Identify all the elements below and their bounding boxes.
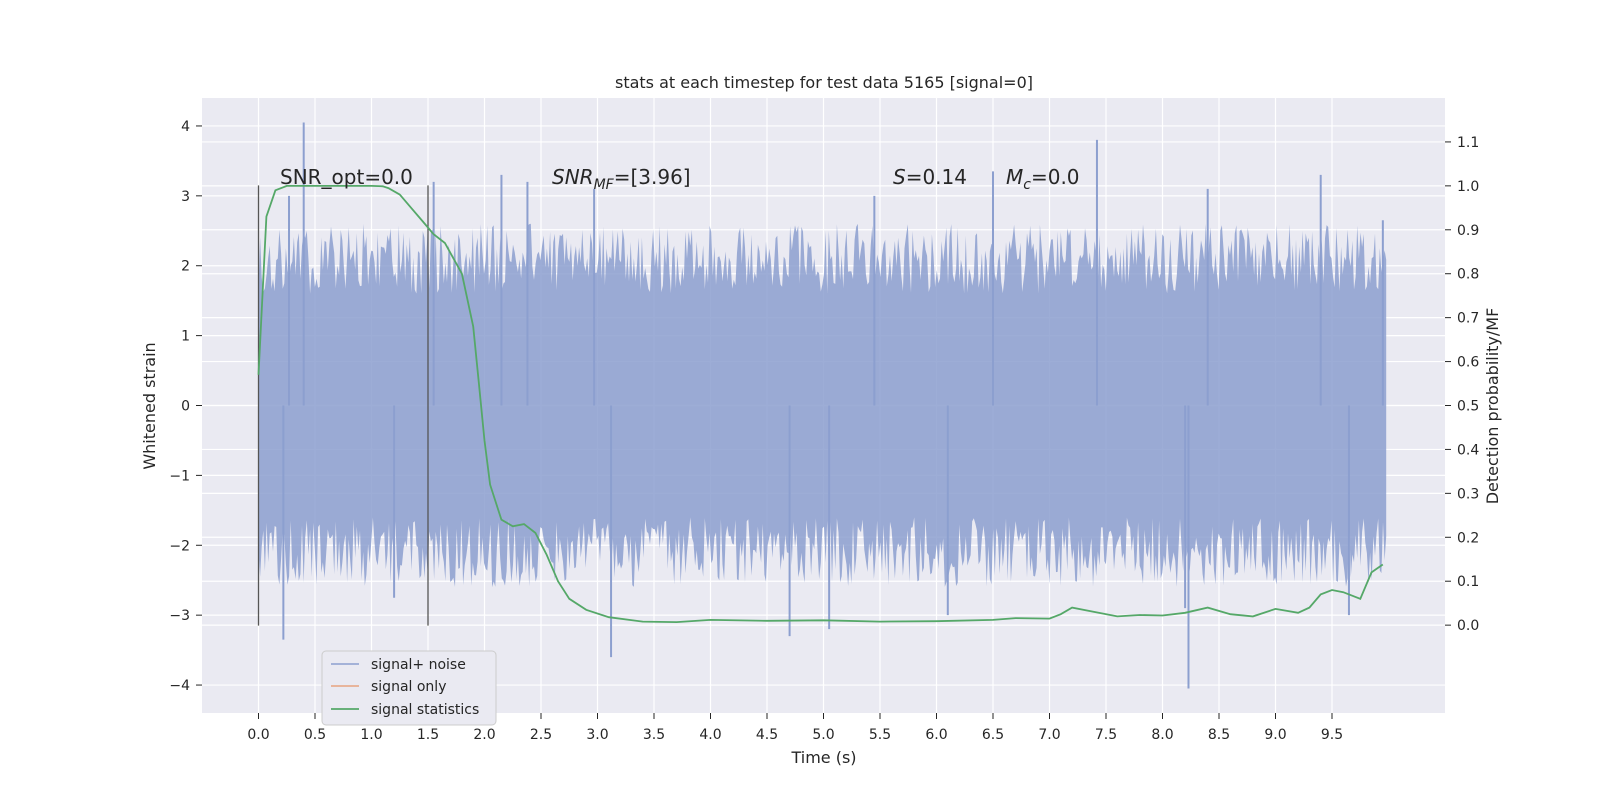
x-axis: 0.0 0.5 1.0 1.5 2.0 2.5 3.0 3.5 4.0 4.5 5.0 5.5 6.0 6…	[247, 713, 1343, 743]
signal-noise-band	[258, 223, 1387, 588]
y2-tick-label: 0.6	[1457, 355, 1479, 371]
signal-noise-series	[258, 122, 1387, 689]
y2-tick-label: 0.7	[1457, 311, 1479, 327]
signal-statistics-line	[257, 185, 1384, 624]
annotation-s: S=0.14	[893, 165, 967, 189]
annotation-snr-mf-value: =[3.96]	[614, 165, 691, 189]
annotation-s-symbol: S	[893, 165, 906, 189]
y2-tick-label: 0.5	[1457, 399, 1479, 415]
left-y-axis: 4 3 2 1 0 −1 −2 −3 −4	[169, 119, 202, 694]
y2-tick-label: 1.0	[1457, 179, 1479, 195]
annotation-s-value: =0.14	[906, 165, 967, 189]
annotation-snr-mf: SNRMF=[3.96]	[552, 165, 691, 193]
x-tick-label: 6.5	[982, 727, 1004, 743]
annotation-snr-mf-base: SNR	[552, 165, 594, 189]
y2-tick-label: 0.0	[1457, 618, 1479, 634]
x-tick-label: 7.0	[1038, 727, 1060, 743]
y-tick-label: 4	[181, 119, 190, 135]
x-tick-label: 4.5	[756, 727, 778, 743]
y-tick-label: 0	[181, 399, 190, 415]
y-tick-label: 3	[181, 189, 190, 205]
legend-box	[321, 650, 497, 726]
y-tick-label: 1	[181, 329, 190, 345]
x-tick-label: 1.5	[417, 727, 439, 743]
chart-title: stats at each timestep for test data 516…	[615, 73, 1033, 92]
y2-tick-label: 0.3	[1457, 486, 1479, 502]
x-tick-label: 3.0	[586, 727, 608, 743]
y-tick-label: 2	[181, 259, 190, 275]
x-tick-label: 7.5	[1095, 727, 1117, 743]
right-y-axis: 1.1 1.0 0.9 0.8 0.7 0.6 0.5 0.4 0.3 0.2 0.1 0.0	[1445, 135, 1479, 634]
x-tick-label: 9.5	[1321, 727, 1343, 743]
y2-axis-label: Detection probability/MF	[1483, 308, 1502, 505]
annotation-mc: Mc=0.0	[1006, 165, 1080, 193]
legend: signal+ noise signal only signal statist…	[321, 650, 497, 726]
annotation-mc-sub: c	[1023, 177, 1031, 193]
x-axis-label: Time (s)	[790, 748, 856, 767]
x-tick-label: 4.0	[699, 727, 721, 743]
x-tick-label: 0.5	[304, 727, 326, 743]
y-tick-label: −4	[169, 678, 190, 694]
y2-tick-label: 1.1	[1457, 135, 1479, 151]
x-tick-label: 5.0	[812, 727, 834, 743]
y-tick-label: −2	[169, 538, 190, 554]
x-tick-label: 9.0	[1264, 727, 1286, 743]
y-axis-label: Whitened strain	[140, 342, 159, 469]
y2-tick-label: 0.9	[1457, 223, 1479, 239]
x-tick-label: 5.5	[869, 727, 891, 743]
x-tick-label: 2.5	[530, 727, 552, 743]
y-tick-label: −1	[169, 468, 190, 484]
legend-label-signal-statistics: signal statistics	[371, 702, 479, 718]
y2-tick-label: 0.1	[1457, 574, 1479, 590]
y2-tick-label: 0.8	[1457, 267, 1479, 283]
x-tick-label: 2.0	[473, 727, 495, 743]
window-markers	[257, 185, 429, 626]
annotation-snr-opt: SNR_opt=0.0	[280, 165, 413, 189]
y2-tick-label: 0.2	[1457, 530, 1479, 546]
y2-tick-label: 0.4	[1457, 442, 1479, 458]
annotation-snr-mf-sub: MF	[594, 177, 615, 193]
legend-label-signal-only: signal only	[371, 679, 446, 695]
legend-label-signal-noise: signal+ noise	[371, 657, 466, 673]
x-tick-label: 3.5	[643, 727, 665, 743]
x-tick-label: 1.0	[360, 727, 382, 743]
x-tick-label: 8.0	[1151, 727, 1173, 743]
annotation-mc-value: =0.0	[1031, 165, 1080, 189]
annotation-mc-symbol: M	[1006, 165, 1023, 189]
x-tick-label: 8.5	[1208, 727, 1230, 743]
y-tick-label: −3	[169, 608, 190, 624]
x-tick-label: 0.0	[247, 727, 269, 743]
x-tick-label: 6.0	[925, 727, 947, 743]
